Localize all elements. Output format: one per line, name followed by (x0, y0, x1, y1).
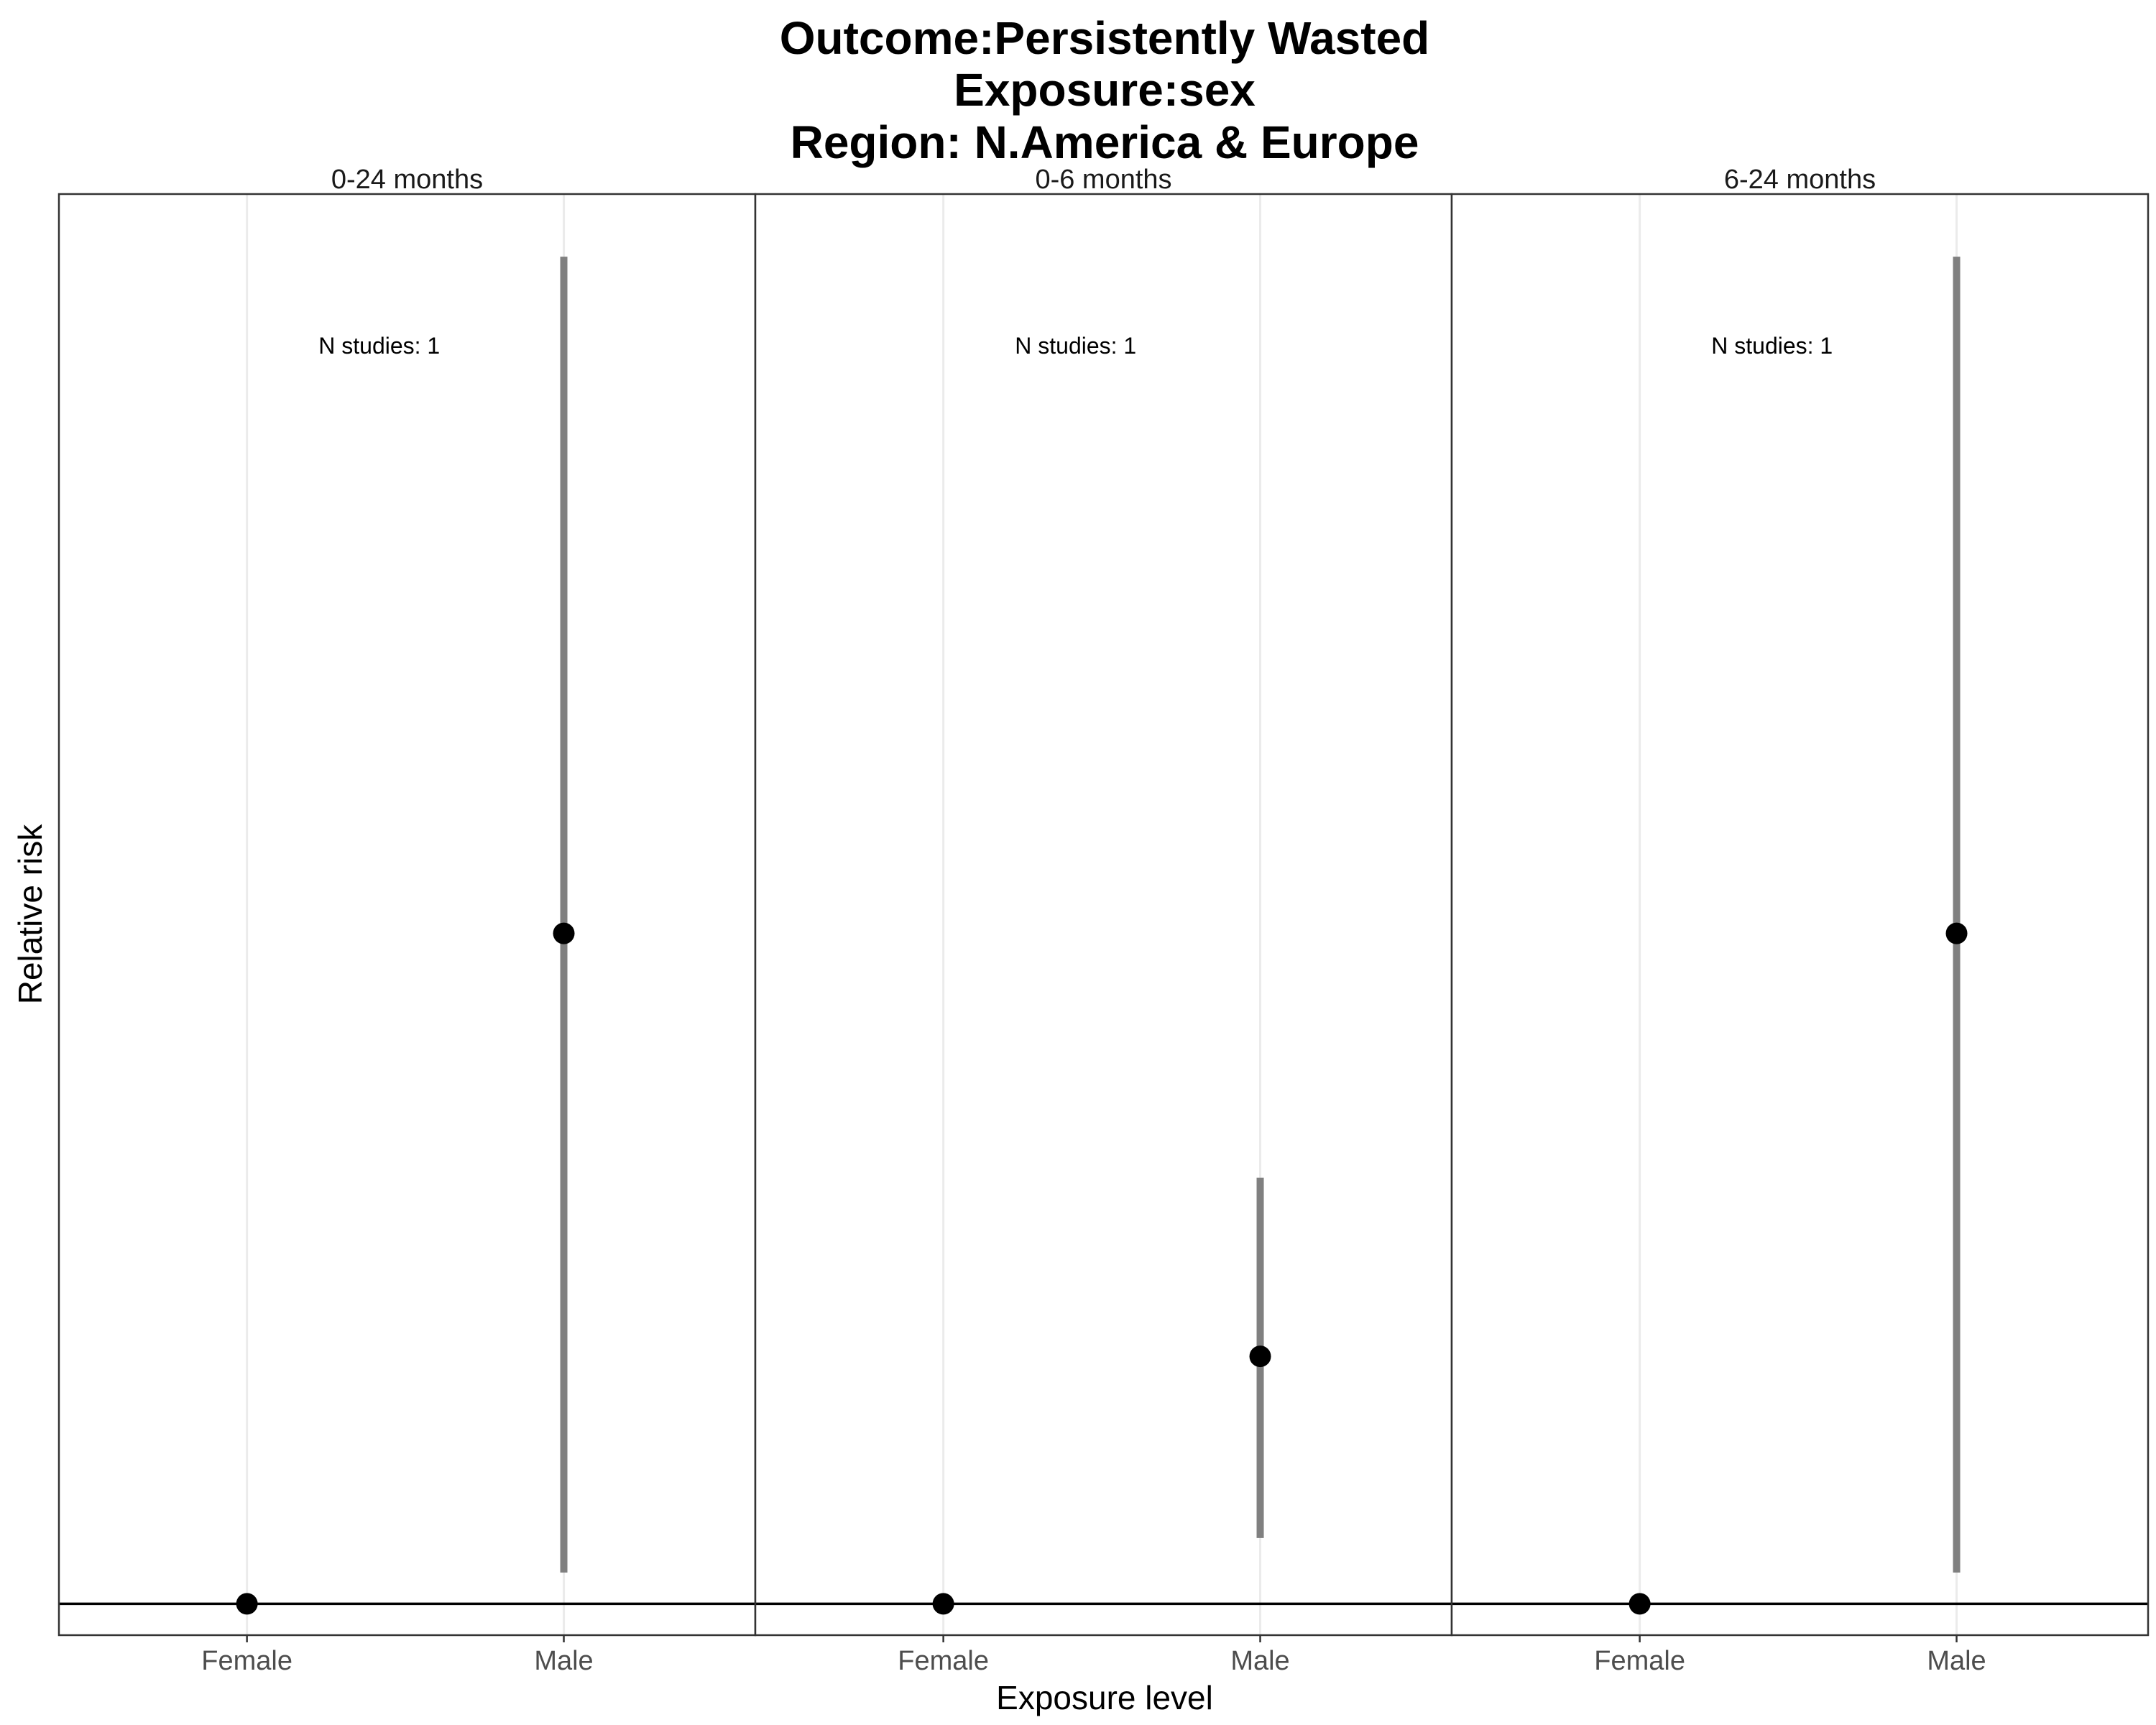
panel-background (59, 194, 755, 1635)
panel-background (1452, 194, 2148, 1635)
n-studies-annotation: N studies: 1 (318, 333, 440, 359)
chart-title: Outcome:Persistently Wasted Exposure:sex… (780, 12, 1430, 168)
x-tick-label: Female (898, 1646, 989, 1676)
title-line-1: Outcome:Persistently Wasted (780, 12, 1430, 64)
rr-point (1249, 1346, 1271, 1368)
facet-panel: N studies: 1 6-24 months Female Male (1450, 165, 2150, 1676)
x-axis-title: Exposure level (996, 1679, 1213, 1716)
y-axis-title: Relative risk (11, 824, 49, 1005)
x-tick-label: Male (1927, 1646, 1986, 1676)
n-studies-annotation: N studies: 1 (1711, 333, 1833, 359)
facet-label: 0-6 months (1035, 165, 1171, 195)
facet-panel: N studies: 1 0-24 months Female Male (57, 165, 757, 1676)
x-tick-label: Male (1230, 1646, 1289, 1676)
panel-background (755, 194, 1452, 1635)
rr-point (553, 922, 575, 944)
x-tick-label: Male (534, 1646, 593, 1676)
x-tick-label: Female (201, 1646, 292, 1676)
panel-border (1450, 193, 2150, 1637)
n-studies-annotation: N studies: 1 (1015, 333, 1136, 359)
x-tick-label: Female (1594, 1646, 1685, 1676)
rr-point (1945, 922, 1968, 944)
rr-point (236, 1593, 258, 1615)
facet-label: 6-24 months (1724, 165, 1876, 195)
title-line-2: Exposure:sex (954, 64, 1256, 116)
facet-panel: N studies: 1 0-6 months Female Male (754, 165, 1453, 1676)
rr-point (1628, 1593, 1651, 1615)
facet-label: 0-24 months (331, 165, 483, 195)
rr-point (932, 1593, 954, 1615)
title-line-3: Region: N.America & Europe (791, 116, 1419, 168)
